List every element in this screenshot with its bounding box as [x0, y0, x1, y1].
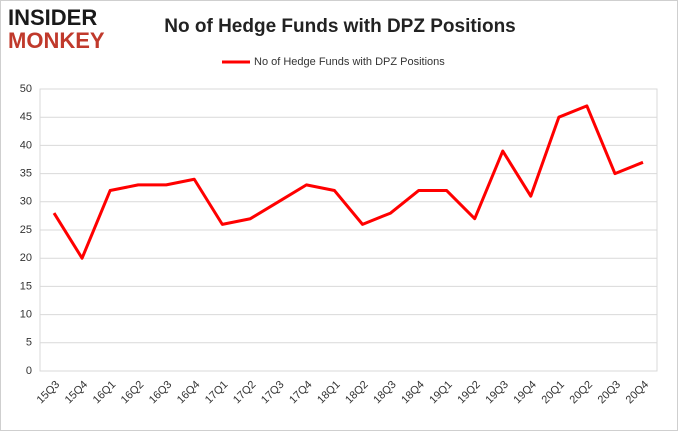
y-tick-label: 50	[20, 83, 32, 95]
y-tick-label: 20	[20, 252, 32, 264]
brand-line2: MONKEY	[8, 28, 105, 53]
y-tick-label: 35	[20, 168, 32, 180]
y-tick-label: 45	[20, 111, 32, 123]
data-line	[52, 104, 644, 260]
y-tick-label: 0	[26, 365, 32, 377]
legend-label: No of Hedge Funds with DPZ Positions	[254, 56, 445, 68]
plot-border	[39, 88, 658, 372]
chart-title: No of Hedge Funds with DPZ Positions	[164, 16, 516, 37]
y-tick-label: 25	[20, 224, 32, 236]
y-tick-label: 5	[26, 337, 32, 349]
brand-line1: INSIDER	[8, 5, 97, 30]
y-tick-label: 40	[20, 139, 32, 151]
y-tick-label: 10	[20, 309, 32, 321]
y-tick-label: 15	[20, 280, 32, 292]
y-tick-label: 30	[20, 196, 32, 208]
